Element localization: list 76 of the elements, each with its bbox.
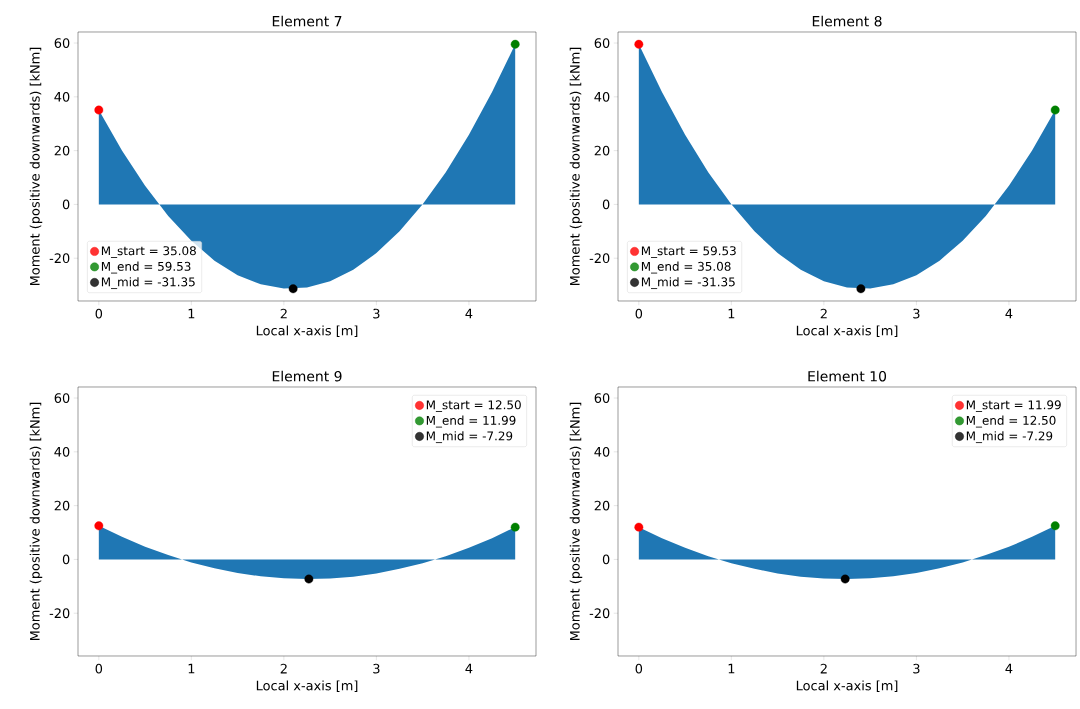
- y-axis-title: Moment (positive downwards) [kNm]: [29, 47, 43, 286]
- point: [1050, 521, 1060, 531]
- y-tick-label: 60: [54, 393, 70, 403]
- legend-label: M_mid = -31.35: [641, 277, 735, 290]
- legend-label: M_start = 59.53: [641, 246, 736, 258]
- x-tick-label: 1: [728, 663, 735, 674]
- x-tick-label: 4: [1005, 663, 1013, 674]
- point: [94, 105, 104, 115]
- x-tick-label: 2: [280, 308, 287, 319]
- y-tick-label: -20: [589, 253, 610, 264]
- point: [510, 522, 520, 532]
- x-tick-label: 1: [188, 663, 195, 674]
- point: [1050, 105, 1060, 115]
- y-axis-title: Moment (positive downwards) [kNm]: [569, 402, 583, 641]
- x-tick-label: 2: [820, 308, 827, 319]
- y-axis-title: Moment (positive downwards) [kNm]: [569, 47, 583, 286]
- y-tick-label: 40: [594, 446, 610, 457]
- x-tick-label: 3: [913, 308, 920, 319]
- x-tick-label: 3: [913, 663, 920, 674]
- y-tick-label: -20: [49, 253, 70, 264]
- x-tick-label: 1: [188, 308, 195, 319]
- legend-label: M_mid = -7.29: [426, 431, 513, 444]
- x-tick-label: 0: [95, 663, 103, 674]
- x-tick-label: 3: [373, 308, 380, 319]
- legend-label: M_end = 11.99: [426, 415, 516, 428]
- point: [94, 521, 104, 531]
- x-tick-label: 4: [465, 308, 473, 319]
- x-tick-label: 2: [820, 663, 827, 674]
- chart-title: Element 10: [808, 370, 887, 382]
- x-tick-label: 0: [95, 308, 103, 319]
- y-tick-label: 20: [594, 500, 610, 511]
- y-tick-label: 40: [54, 446, 70, 457]
- y-tick-label: 0: [62, 554, 70, 565]
- y-tick-label: 20: [594, 145, 610, 156]
- y-tick-label: 60: [54, 38, 70, 48]
- legend-label: M_start = 12.50: [426, 400, 521, 412]
- chart-title: Element 8: [812, 15, 882, 27]
- x-tick-label: 4: [465, 663, 473, 674]
- legend-label: M_end = 12.50: [966, 415, 1056, 428]
- y-tick-label: -20: [589, 608, 610, 619]
- y-tick-label: -20: [49, 608, 70, 619]
- point: [840, 574, 850, 584]
- x-tick-label: 4: [1005, 308, 1013, 319]
- legend-label: M_end = 59.53: [101, 261, 191, 274]
- legend-label: M_start = 35.08: [101, 246, 196, 258]
- chart-title: Element 9: [272, 370, 342, 382]
- legend-label: M_start = 11.99: [966, 400, 1061, 412]
- y-tick-label: 0: [62, 199, 70, 210]
- point: [634, 522, 644, 532]
- y-tick-label: 60: [594, 38, 610, 48]
- x-tick-label: 3: [373, 663, 380, 674]
- y-tick-label: 0: [602, 554, 610, 565]
- x-tick-label: 1: [728, 308, 735, 319]
- chart-title: Element 7: [272, 15, 342, 27]
- y-tick-label: 40: [594, 91, 610, 102]
- x-tick-label: 0: [635, 663, 643, 674]
- x-axis-title: Local x-axis [m]: [256, 325, 358, 337]
- y-tick-label: 60: [594, 393, 610, 403]
- point: [856, 284, 866, 294]
- y-tick-label: 0: [602, 199, 610, 210]
- legend-label: M_end = 35.08: [641, 261, 731, 274]
- x-tick-label: 2: [280, 663, 287, 674]
- x-axis-title: Local x-axis [m]: [256, 680, 358, 692]
- legend-label: M_mid = -7.29: [966, 431, 1053, 444]
- x-axis-title: Local x-axis [m]: [796, 680, 898, 692]
- legend-label: M_mid = -31.35: [101, 277, 195, 290]
- y-axis-title: Moment (positive downwards) [kNm]: [29, 402, 43, 641]
- point: [510, 39, 520, 49]
- x-tick-label: 0: [635, 308, 643, 319]
- y-tick-label: 40: [54, 91, 70, 102]
- point: [304, 574, 314, 584]
- point: [288, 284, 298, 294]
- y-tick-label: 20: [54, 145, 70, 156]
- y-tick-label: 20: [54, 500, 70, 511]
- point: [634, 39, 644, 49]
- x-axis-title: Local x-axis [m]: [796, 325, 898, 337]
